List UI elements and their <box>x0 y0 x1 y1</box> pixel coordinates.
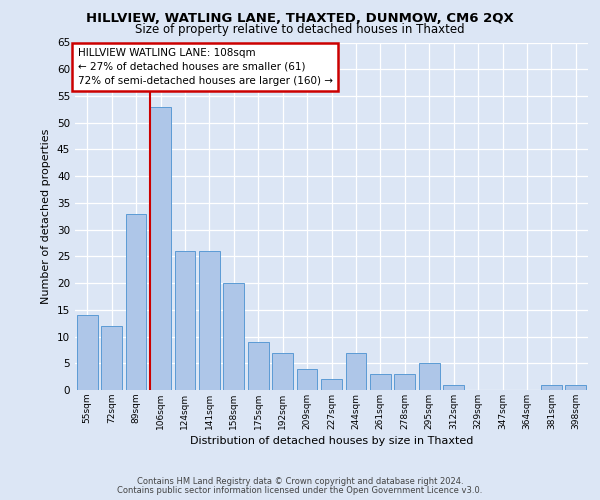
Bar <box>419 364 440 390</box>
Text: Contains public sector information licensed under the Open Government Licence v3: Contains public sector information licen… <box>118 486 482 495</box>
Bar <box>101 326 122 390</box>
Text: HILLVIEW WATLING LANE: 108sqm
← 27% of detached houses are smaller (61)
72% of s: HILLVIEW WATLING LANE: 108sqm ← 27% of d… <box>77 48 332 86</box>
Bar <box>565 384 586 390</box>
Bar <box>394 374 415 390</box>
Bar <box>296 368 317 390</box>
Bar <box>150 106 171 390</box>
Bar <box>346 352 367 390</box>
Y-axis label: Number of detached properties: Number of detached properties <box>41 128 52 304</box>
Text: Contains HM Land Registry data © Crown copyright and database right 2024.: Contains HM Land Registry data © Crown c… <box>137 477 463 486</box>
Bar <box>443 384 464 390</box>
Bar <box>199 251 220 390</box>
Bar <box>223 283 244 390</box>
Bar <box>541 384 562 390</box>
Bar <box>370 374 391 390</box>
Bar <box>125 214 146 390</box>
Text: Size of property relative to detached houses in Thaxted: Size of property relative to detached ho… <box>135 22 465 36</box>
Bar <box>272 352 293 390</box>
Text: HILLVIEW, WATLING LANE, THAXTED, DUNMOW, CM6 2QX: HILLVIEW, WATLING LANE, THAXTED, DUNMOW,… <box>86 12 514 26</box>
Bar <box>248 342 269 390</box>
X-axis label: Distribution of detached houses by size in Thaxted: Distribution of detached houses by size … <box>190 436 473 446</box>
Bar <box>77 315 98 390</box>
Bar <box>175 251 196 390</box>
Bar <box>321 380 342 390</box>
